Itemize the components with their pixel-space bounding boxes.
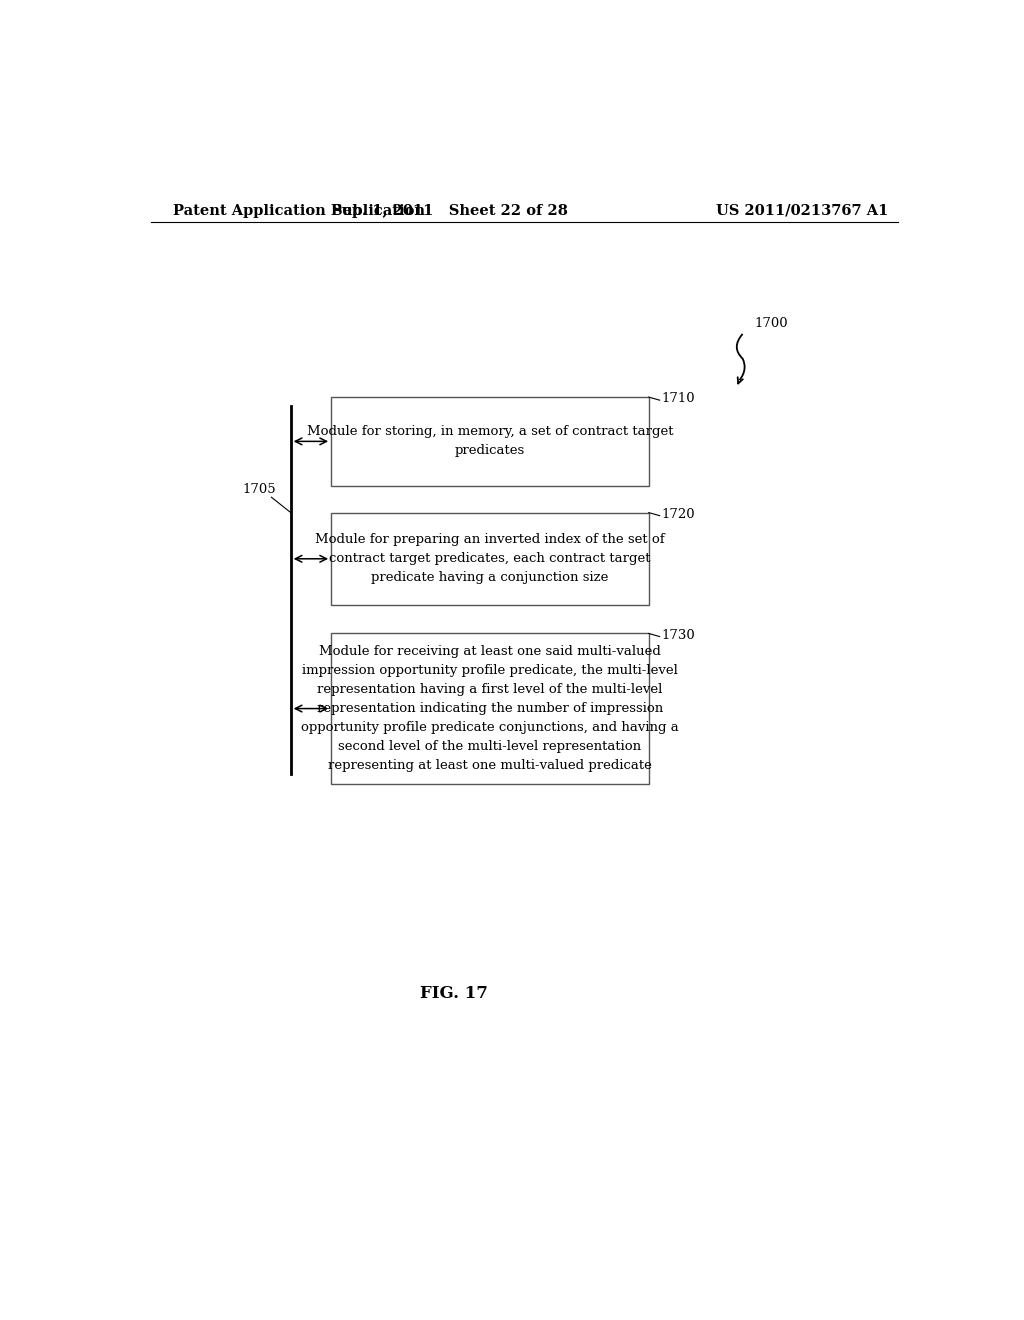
Text: 1720: 1720 xyxy=(662,508,695,520)
Bar xyxy=(331,634,649,784)
Bar xyxy=(331,397,649,486)
Text: Module for receiving at least one said multi-valued
impression opportunity profi: Module for receiving at least one said m… xyxy=(301,645,679,772)
Text: Patent Application Publication: Patent Application Publication xyxy=(173,203,425,218)
Text: US 2011/0213767 A1: US 2011/0213767 A1 xyxy=(716,203,889,218)
Bar xyxy=(331,512,649,605)
Text: FIG. 17: FIG. 17 xyxy=(420,985,487,1002)
Text: Module for storing, in memory, a set of contract target
predicates: Module for storing, in memory, a set of … xyxy=(306,425,673,457)
Text: 1710: 1710 xyxy=(662,392,695,405)
Text: 1730: 1730 xyxy=(662,628,695,642)
Text: Sep. 1, 2011   Sheet 22 of 28: Sep. 1, 2011 Sheet 22 of 28 xyxy=(332,203,567,218)
Text: 1700: 1700 xyxy=(755,317,787,330)
Text: Module for preparing an inverted index of the set of
contract target predicates,: Module for preparing an inverted index o… xyxy=(315,533,665,585)
Text: 1705: 1705 xyxy=(243,483,276,496)
